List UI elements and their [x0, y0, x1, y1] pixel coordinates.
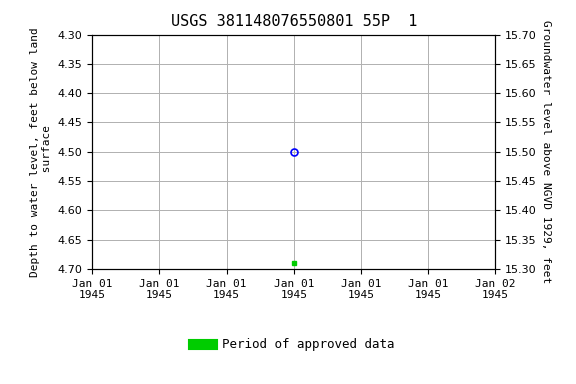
Title: USGS 381148076550801 55P  1: USGS 381148076550801 55P 1 [170, 14, 417, 29]
Y-axis label: Groundwater level above NGVD 1929, feet: Groundwater level above NGVD 1929, feet [541, 20, 551, 283]
Y-axis label: Depth to water level, feet below land
 surface: Depth to water level, feet below land su… [31, 27, 52, 276]
Legend: Period of approved data: Period of approved data [188, 333, 399, 356]
